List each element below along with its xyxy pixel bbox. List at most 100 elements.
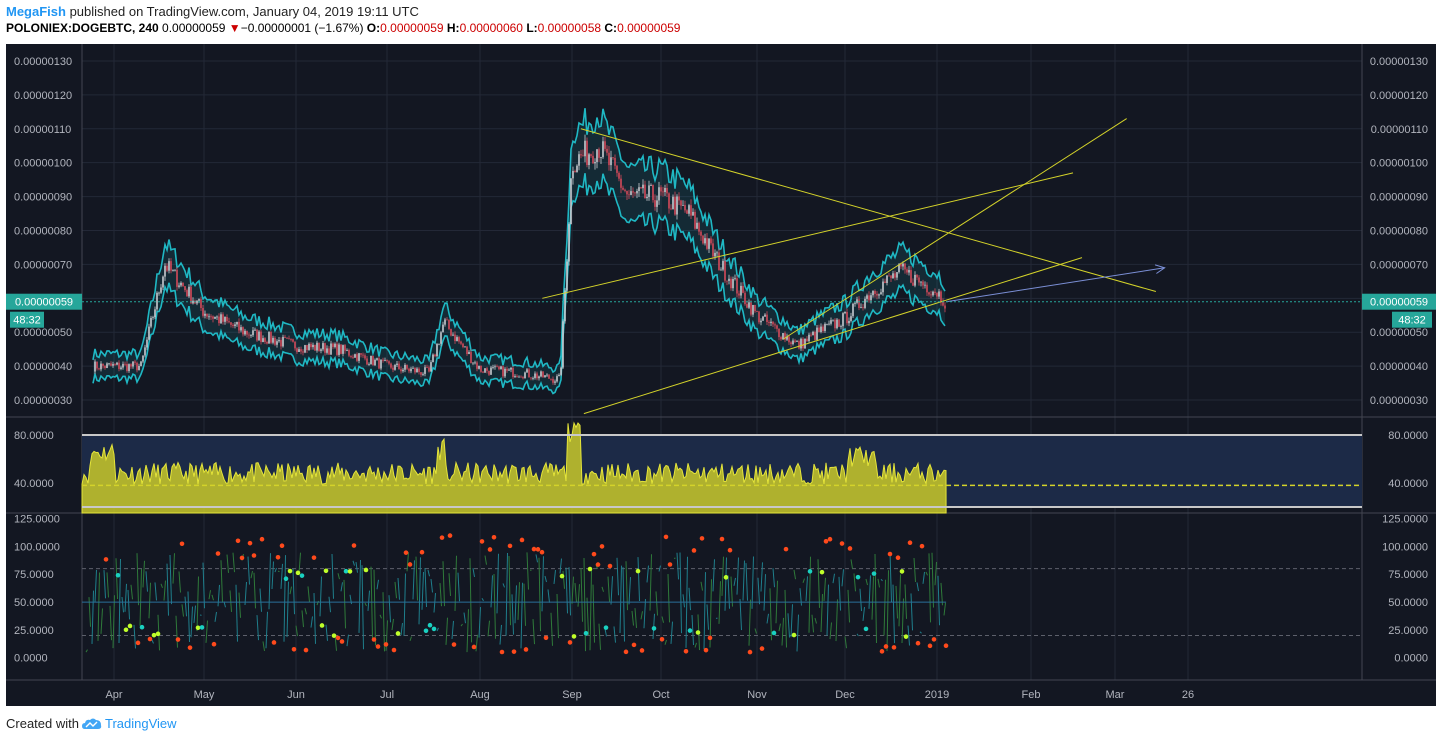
candle-body (500, 366, 502, 370)
stoch-segment (244, 581, 247, 606)
stoch-dot (707, 635, 713, 641)
candle-body (270, 332, 272, 343)
stoch-dot (535, 547, 541, 552)
stoch-segment (208, 590, 211, 600)
author-link[interactable]: MegaFish (6, 4, 66, 19)
candle-body (828, 323, 830, 325)
projection-arrow-head (1154, 264, 1166, 274)
candle-body (832, 319, 834, 321)
candle-body (380, 359, 382, 369)
stoch-segment (400, 623, 403, 636)
stoch-segment (514, 585, 517, 624)
candle-body (922, 281, 924, 286)
candle-body (910, 270, 912, 283)
candle-body (718, 252, 720, 271)
stoch-segment (121, 596, 124, 613)
tradingview-link[interactable]: TradingView (81, 716, 177, 731)
candle-body (744, 292, 746, 305)
candle-body (430, 362, 432, 372)
stoch-segment (253, 572, 256, 609)
candle-body (560, 367, 562, 375)
candle-body (276, 341, 278, 345)
stoch-segment (220, 560, 223, 603)
stoch-segment (661, 616, 664, 623)
candle-body (882, 281, 884, 293)
stoch-segment (796, 614, 799, 652)
stoch-segment (172, 553, 175, 584)
candle-body (676, 196, 678, 215)
candle-body (638, 187, 640, 192)
stoch-dot (567, 640, 573, 645)
stoch-segment (568, 567, 571, 616)
stoch-segment (376, 579, 379, 590)
candle-body (468, 352, 470, 355)
stoch-segment (136, 553, 139, 606)
chart-canvas[interactable]: 0.00000130 0.00000130 0.00000120 0.00000120… (6, 44, 1436, 706)
stoch-segment (847, 589, 850, 623)
stoch-dot (871, 571, 877, 576)
stoch-dot (915, 640, 921, 646)
candle-body (696, 222, 698, 229)
candle-body (174, 269, 176, 271)
stoch-segment (619, 565, 622, 633)
stoch-segment (649, 554, 652, 611)
candle-body (656, 200, 658, 207)
stoch-dot (319, 623, 325, 628)
candle-body (186, 290, 188, 297)
candle-body (412, 367, 414, 369)
candle-body (428, 367, 430, 372)
stoch-segment (733, 577, 736, 586)
price-ytick-left: 0.00000040 (14, 361, 72, 373)
stoch-dot (275, 554, 281, 560)
candle-body (550, 378, 552, 380)
stoch-ytick-left: 50.0000 (14, 597, 54, 609)
stoch-segment (442, 561, 445, 607)
candle-body (618, 172, 620, 179)
stoch-dot (791, 632, 797, 638)
xtick-label: 26 (1182, 689, 1194, 701)
stoch-dot (299, 573, 305, 578)
stoch-segment (100, 608, 103, 634)
stoch-segment (754, 628, 757, 634)
stoch-segment (868, 575, 871, 609)
candle-body (324, 343, 326, 353)
candle-body (576, 165, 578, 173)
candle-body (460, 341, 462, 344)
projection-arrow (946, 267, 1165, 303)
oscillator-ytick-right: 40.0000 (1388, 478, 1428, 490)
candle-body (586, 140, 588, 166)
candle-body (338, 344, 340, 355)
candle-body (926, 284, 928, 293)
stoch-segment (727, 575, 730, 609)
candle-body (610, 157, 612, 166)
candle-body (300, 349, 302, 352)
stoch-segment (778, 623, 781, 632)
candle-body (450, 328, 452, 336)
chart-svg[interactable]: 0.00000130 0.00000130 0.00000120 0.00000120… (6, 44, 1436, 706)
candle-body (108, 363, 110, 365)
candle-body (870, 295, 872, 301)
candle-body (886, 275, 888, 283)
stoch-segment (382, 592, 385, 652)
stoch-segment (670, 621, 673, 644)
stoch-dot (599, 544, 605, 549)
stoch-segment (823, 577, 826, 602)
stoch-dot (683, 648, 689, 654)
candle-body (446, 319, 448, 321)
xtick-label: Feb (1022, 689, 1041, 701)
candle-body (612, 157, 614, 159)
stoch-dot (375, 644, 381, 649)
stoch-segment (289, 586, 292, 595)
candle-body (514, 376, 516, 378)
stoch-segment (343, 579, 346, 629)
candle-body (534, 373, 536, 378)
candle-body (604, 141, 606, 149)
stoch-dot (703, 647, 709, 653)
candle-body (148, 326, 150, 340)
candle-body (716, 252, 718, 254)
candle-body (846, 312, 848, 324)
candle-body (254, 329, 256, 331)
candle-body (780, 337, 782, 340)
stoch-dot (899, 569, 905, 574)
stoch-dot (343, 568, 349, 574)
